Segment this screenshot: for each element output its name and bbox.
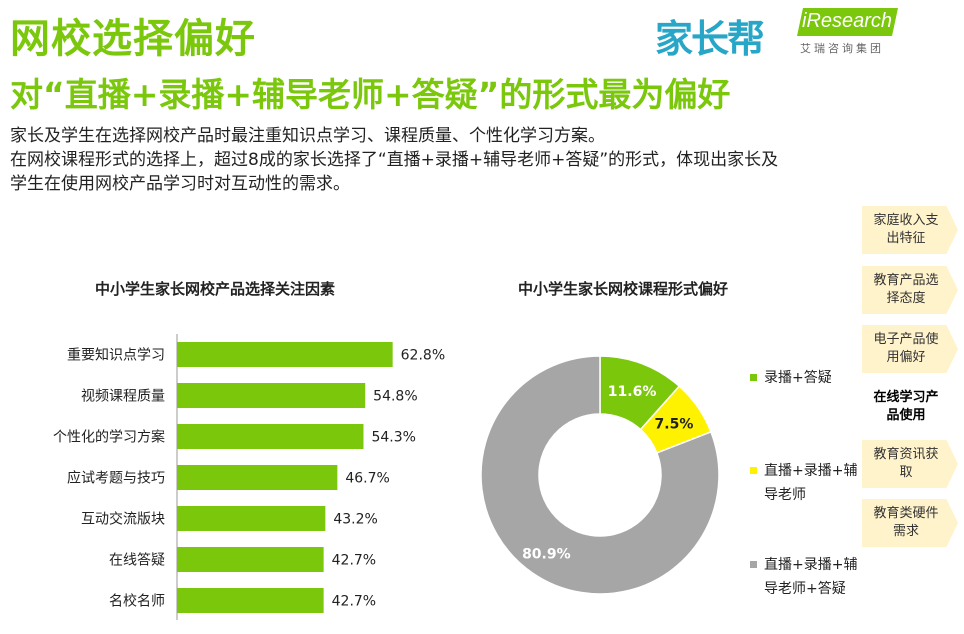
- nav-label: 教育产品选择态度: [873, 273, 939, 306]
- donut-chart: 11.6% 7.5% 80.9%: [480, 355, 720, 595]
- description-line: 在网校课程形式的选择上，超过8成的家长选择了“直播+录播+辅导老师+答疑”的形式…: [10, 150, 779, 170]
- nav-label: 教育资讯获取: [873, 447, 939, 480]
- description-line: 家长及学生在选择网校产品时最注重知识点学习、课程质量、个性化学习方案。: [10, 126, 605, 146]
- bar-5: [177, 506, 326, 531]
- legend-label: 录播+答疑: [764, 370, 832, 386]
- nav-label: 电子产品使用偏好: [873, 332, 939, 365]
- description: 家长及学生在选择网校产品时最注重知识点学习、课程质量、个性化学习方案。 在网校课…: [10, 124, 910, 196]
- legend-swatch-gray: [750, 561, 757, 568]
- legend-label: 直播+录播+辅导老师+答疑: [764, 557, 858, 597]
- bar-category-label: 互动交流版块: [81, 511, 165, 528]
- iresearch-logo-subtitle: 艾瑞咨询集团: [800, 42, 884, 55]
- bar-value-label: 54.8%: [373, 389, 417, 405]
- donut-chart-title: 中小学生家长网校课程形式偏好: [518, 280, 729, 298]
- page-subtitle: 对“直播+录播+辅导老师+答疑”的形式最为偏好: [10, 75, 731, 114]
- nav-label: 教育类硬件需求: [873, 506, 939, 539]
- nav-item-online-learning[interactable]: 在线学习产品使用: [862, 383, 958, 431]
- bar-2: [177, 383, 366, 408]
- jiazhangbang-logo: 家长帮: [655, 8, 765, 63]
- nav-item-income[interactable]: 家庭收入支出特征: [862, 206, 958, 254]
- bar-category-label: 重要知识点学习: [67, 347, 165, 364]
- bar-4: [177, 465, 338, 490]
- iresearch-logo: iResearch: [797, 8, 898, 36]
- legend-item-1: 录播+答疑: [750, 366, 860, 390]
- legend-swatch-yellow: [750, 467, 757, 474]
- donut-slice-3: [480, 355, 720, 595]
- bar-3: [177, 424, 364, 449]
- iresearch-logo-text: iResearch: [802, 10, 893, 32]
- nav-label: 在线学习产品使用: [873, 390, 939, 423]
- bar-category-label: 在线答疑: [109, 552, 165, 569]
- bar-7: [177, 588, 324, 613]
- nav-item-hardware[interactable]: 教育类硬件需求: [862, 499, 958, 547]
- bar-value-label: 42.7%: [332, 553, 376, 569]
- legend-label: 直播+录播+辅导老师: [764, 463, 858, 503]
- bar-category-label: 视频课程质量: [81, 389, 165, 405]
- nav-label: 家庭收入支出特征: [873, 213, 939, 246]
- bar-1: [177, 342, 393, 367]
- bar-category-label: 应试考题与技巧: [67, 470, 165, 487]
- description-line: 学生在使用网校产品学习时对互动性的需求。: [10, 174, 350, 194]
- nav-item-attitude[interactable]: 教育产品选择态度: [862, 266, 958, 314]
- legend-item-2: 直播+录播+辅导老师: [750, 459, 858, 507]
- page-title: 网校选择偏好: [10, 16, 256, 62]
- bar-chart-title: 中小学生家长网校产品选择关注因素: [95, 280, 336, 298]
- legend-item-3: 直播+录播+辅导老师+答疑: [750, 553, 858, 601]
- legend-swatch-green: [750, 374, 757, 381]
- donut-value-label: 11.6%: [608, 384, 657, 400]
- bar-value-label: 43.2%: [333, 512, 377, 528]
- donut-value-label: 80.9%: [522, 546, 571, 562]
- bar-6: [177, 547, 324, 572]
- bar-value-label: 54.3%: [371, 430, 415, 446]
- bar-category-label: 个性化的学习方案: [53, 429, 165, 446]
- bar-value-label: 42.7%: [332, 594, 376, 610]
- nav-item-electronics[interactable]: 电子产品使用偏好: [862, 325, 958, 373]
- logo-brand-text: 家长帮: [655, 17, 765, 61]
- nav-item-news[interactable]: 教育资讯获取: [862, 440, 958, 488]
- bar-value-label: 46.7%: [345, 471, 389, 487]
- donut-value-label: 7.5%: [655, 417, 694, 433]
- bar-chart: 重要知识点学习 62.8% 视频课程质量 54.8% 个性化的学习方案 54.3% 应试考题…: [53, 334, 445, 620]
- bar-value-label: 62.8%: [401, 348, 445, 364]
- bar-category-label: 名校名师: [109, 593, 165, 610]
